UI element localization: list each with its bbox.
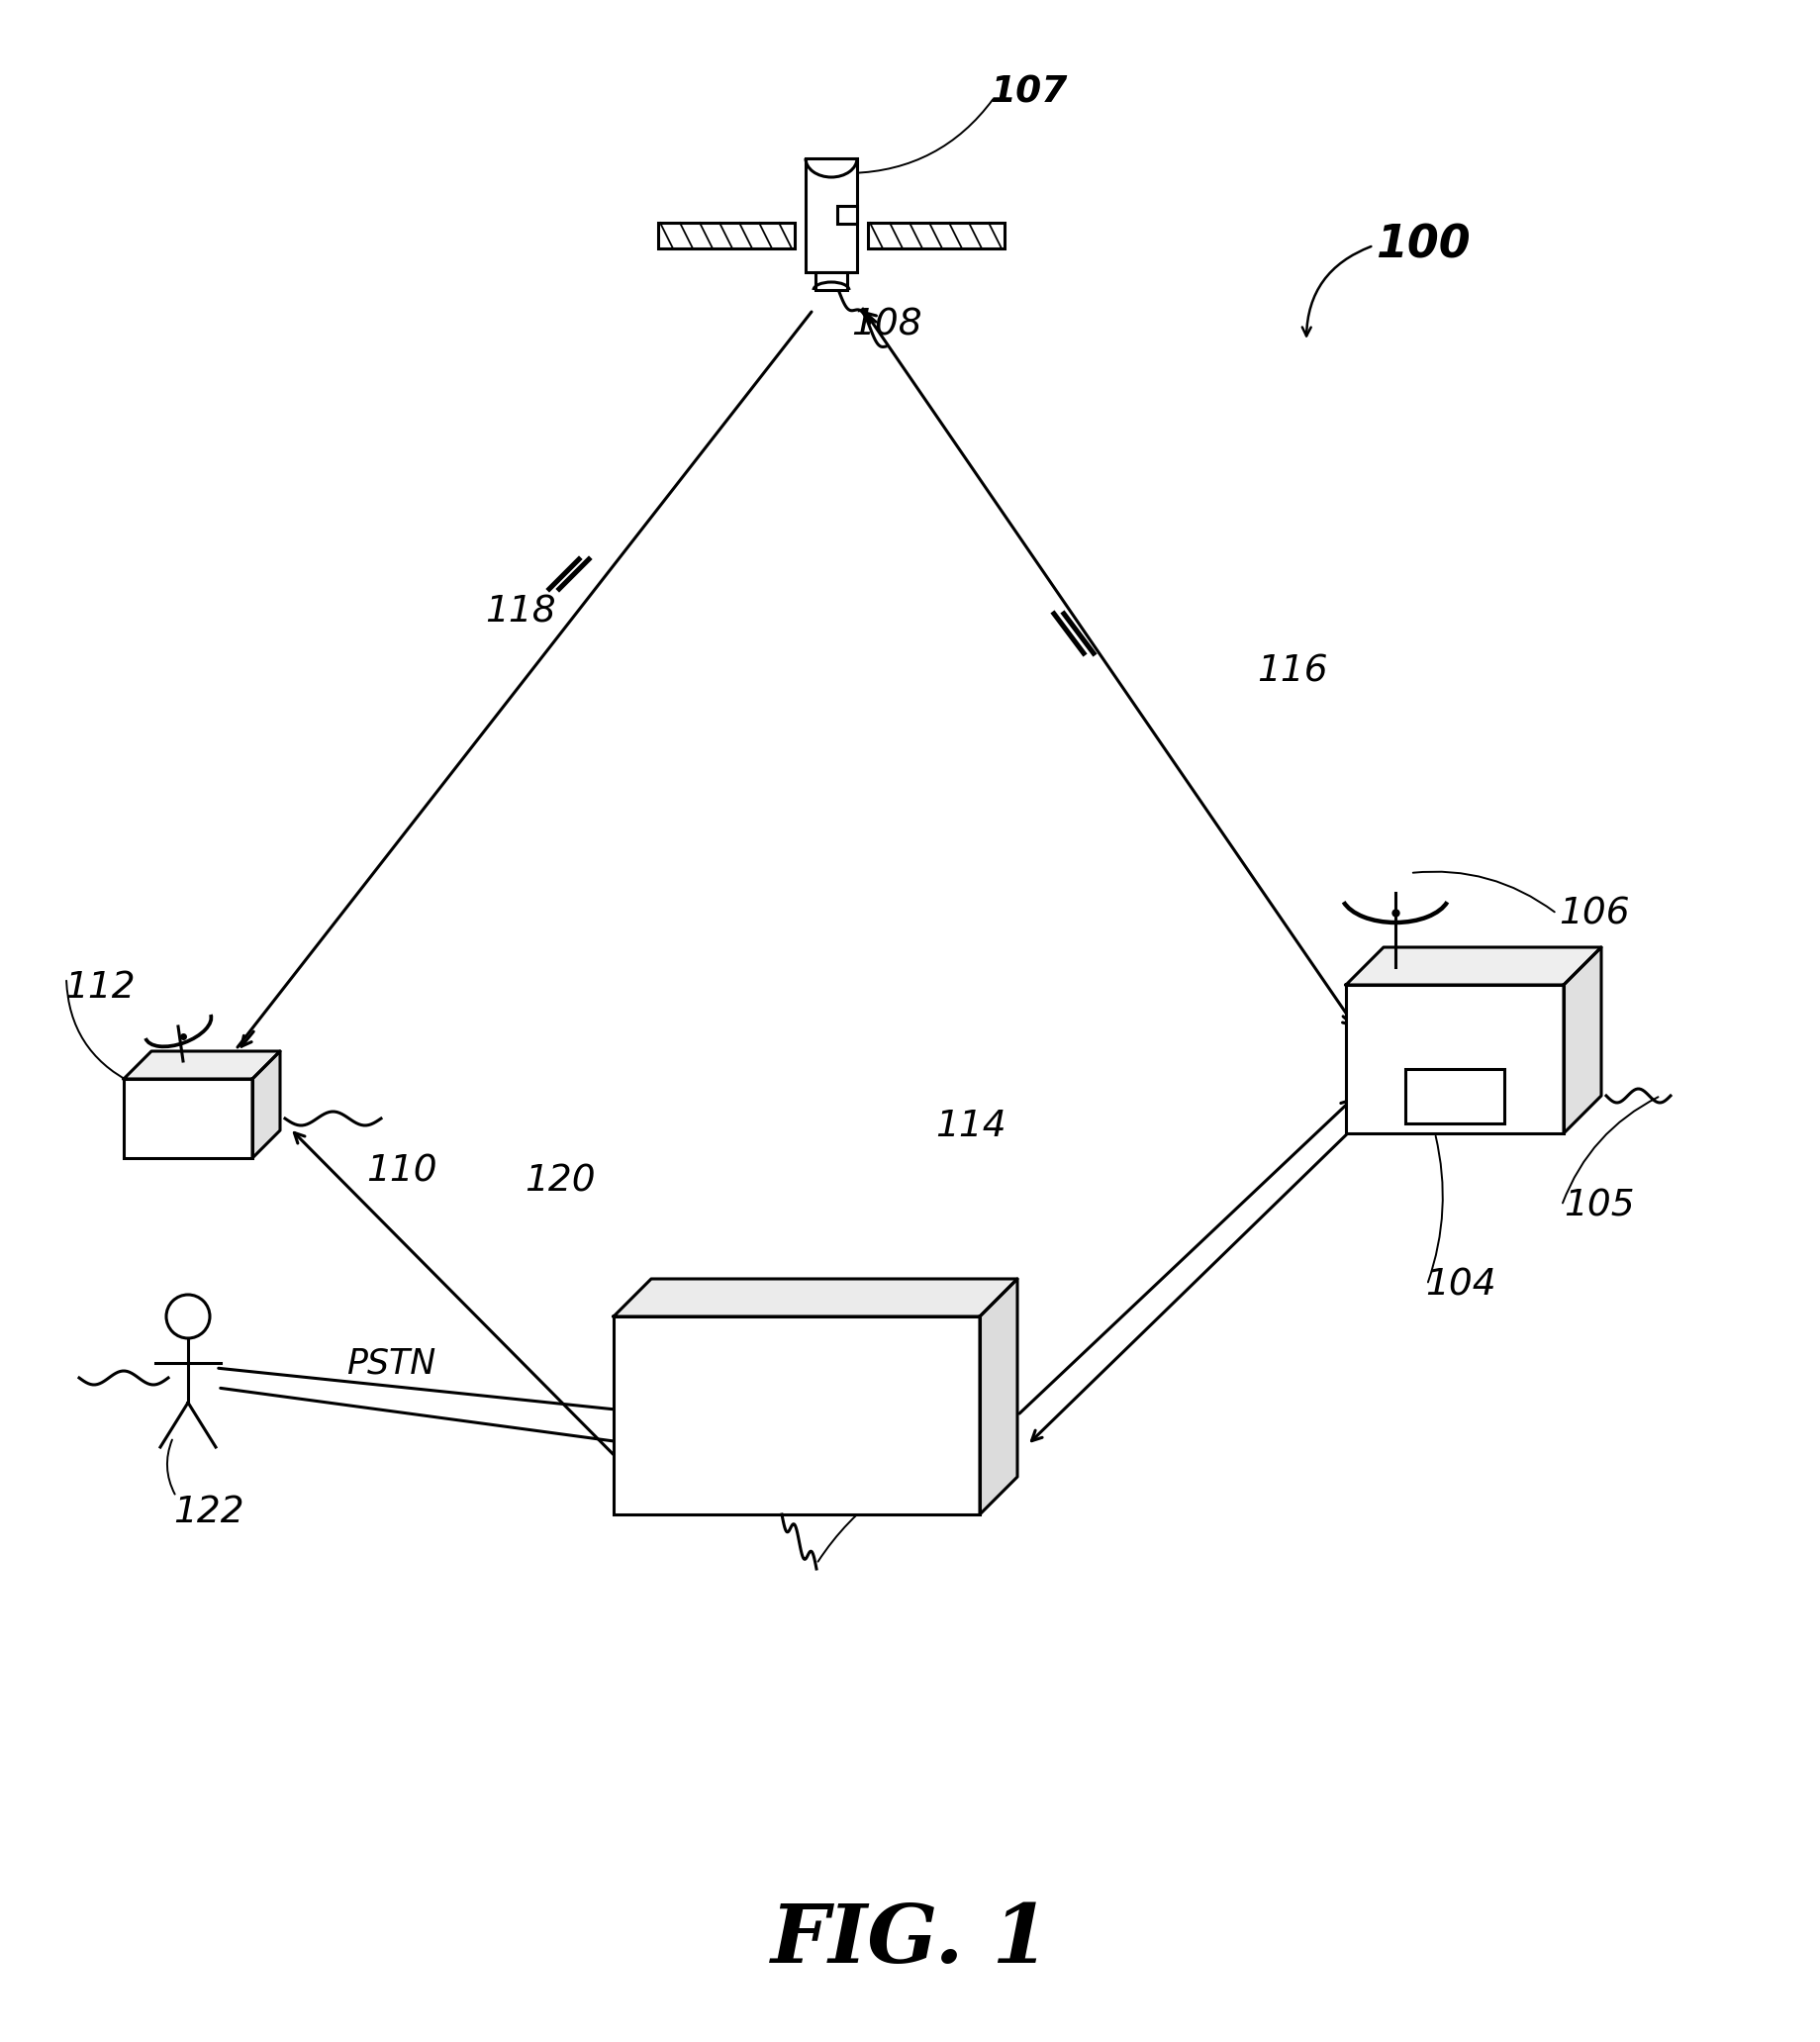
Text: 122: 122	[173, 1495, 244, 1529]
Polygon shape	[124, 1052, 280, 1078]
Polygon shape	[253, 1052, 280, 1158]
Text: 114: 114	[935, 1109, 1006, 1144]
Text: 108: 108	[850, 306, 921, 343]
Bar	[1345, 984, 1563, 1133]
Bar	[1405, 1070, 1503, 1123]
Text: 118: 118	[484, 594, 555, 629]
Bar	[804, 159, 857, 272]
Text: 106: 106	[1558, 896, 1629, 931]
Bar	[837, 206, 857, 225]
Bar	[815, 272, 846, 290]
Bar	[124, 1078, 253, 1158]
Bar	[868, 223, 1005, 249]
Text: PSTN: PSTN	[346, 1346, 435, 1380]
Polygon shape	[613, 1278, 1017, 1317]
Text: 112: 112	[64, 970, 135, 1005]
Text: 120: 120	[524, 1164, 595, 1199]
Polygon shape	[1345, 947, 1600, 984]
Polygon shape	[1563, 947, 1600, 1133]
Text: 110: 110	[366, 1154, 437, 1188]
Text: 107: 107	[988, 74, 1067, 110]
Bar	[613, 1317, 979, 1515]
Polygon shape	[979, 1278, 1017, 1515]
Text: 105: 105	[1563, 1188, 1634, 1223]
Text: 100: 100	[1374, 223, 1469, 268]
Text: 116: 116	[1256, 653, 1327, 688]
Text: 102: 102	[885, 1485, 956, 1521]
Bar	[657, 223, 794, 249]
Text: 104: 104	[1425, 1266, 1496, 1303]
Text: FIG. 1: FIG. 1	[770, 1901, 1050, 1979]
